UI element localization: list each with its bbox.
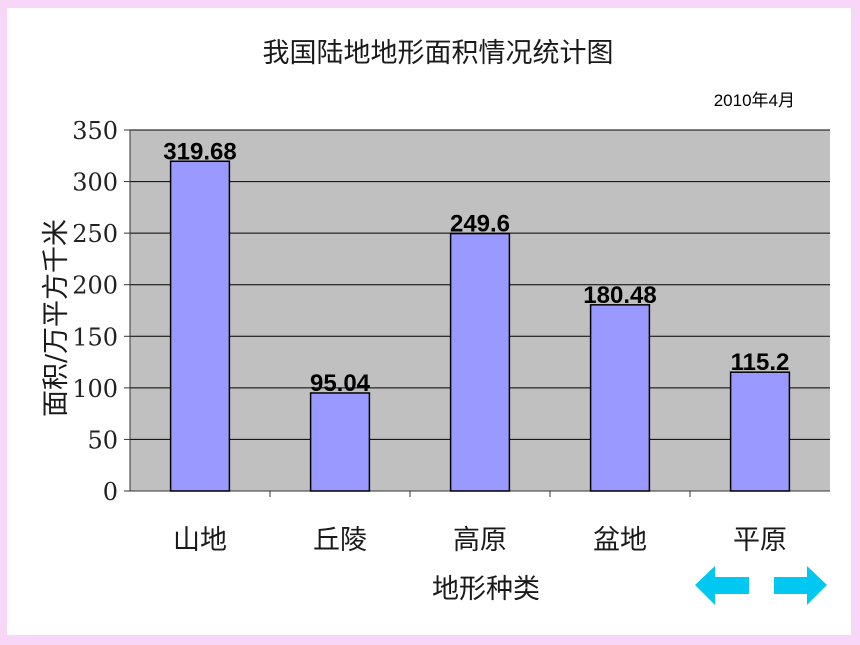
y-tick-label: 350 <box>72 117 118 145</box>
bar <box>309 392 371 492</box>
next-button[interactable] <box>774 566 827 605</box>
data-label: 249.6 <box>450 211 510 238</box>
data-label: 319.68 <box>163 138 236 165</box>
left-arrow-icon <box>695 566 749 605</box>
prev-button[interactable] <box>695 566 749 605</box>
x-tick-label: 高原 <box>453 525 507 556</box>
x-tick-label: 平原 <box>733 525 787 556</box>
y-tick-label: 50 <box>87 426 118 454</box>
y-tick-label: 0 <box>103 478 118 506</box>
chart-title: 我国陆地地形面积情况统计图 <box>263 38 614 69</box>
y-tick-label: 200 <box>72 272 118 300</box>
slide: 我国陆地地形面积情况统计图 2010年4月 0 50 100 150 200 250 300… <box>7 8 851 635</box>
right-arrow-icon <box>774 566 827 605</box>
data-label: 95.04 <box>310 370 371 397</box>
bar <box>589 304 651 492</box>
bar <box>169 160 231 492</box>
bar <box>729 371 791 492</box>
data-label: 115.2 <box>731 349 790 376</box>
y-tick-label: 150 <box>72 323 118 351</box>
y-axis-label: 面积/万平方千米 <box>41 219 72 417</box>
bar-chart: 我国陆地地形面积情况统计图 2010年4月 0 50 100 150 200 250 300… <box>41 38 830 605</box>
bar <box>449 232 511 492</box>
y-tick-label: 100 <box>72 375 118 403</box>
x-tick-label: 山地 <box>173 525 227 556</box>
plot-area: 0 50 100 150 200 250 300 350 319.68 山地 95.04 丘陵 249.… <box>72 117 830 556</box>
x-tick-label: 丘陵 <box>313 525 367 556</box>
data-label: 180.48 <box>583 282 656 309</box>
y-tick-label: 250 <box>72 220 118 248</box>
chart-date: 2010年4月 <box>714 91 795 110</box>
x-tick-label: 盆地 <box>593 525 647 556</box>
x-axis-label: 地形种类 <box>432 574 540 605</box>
y-tick-label: 300 <box>72 169 118 197</box>
